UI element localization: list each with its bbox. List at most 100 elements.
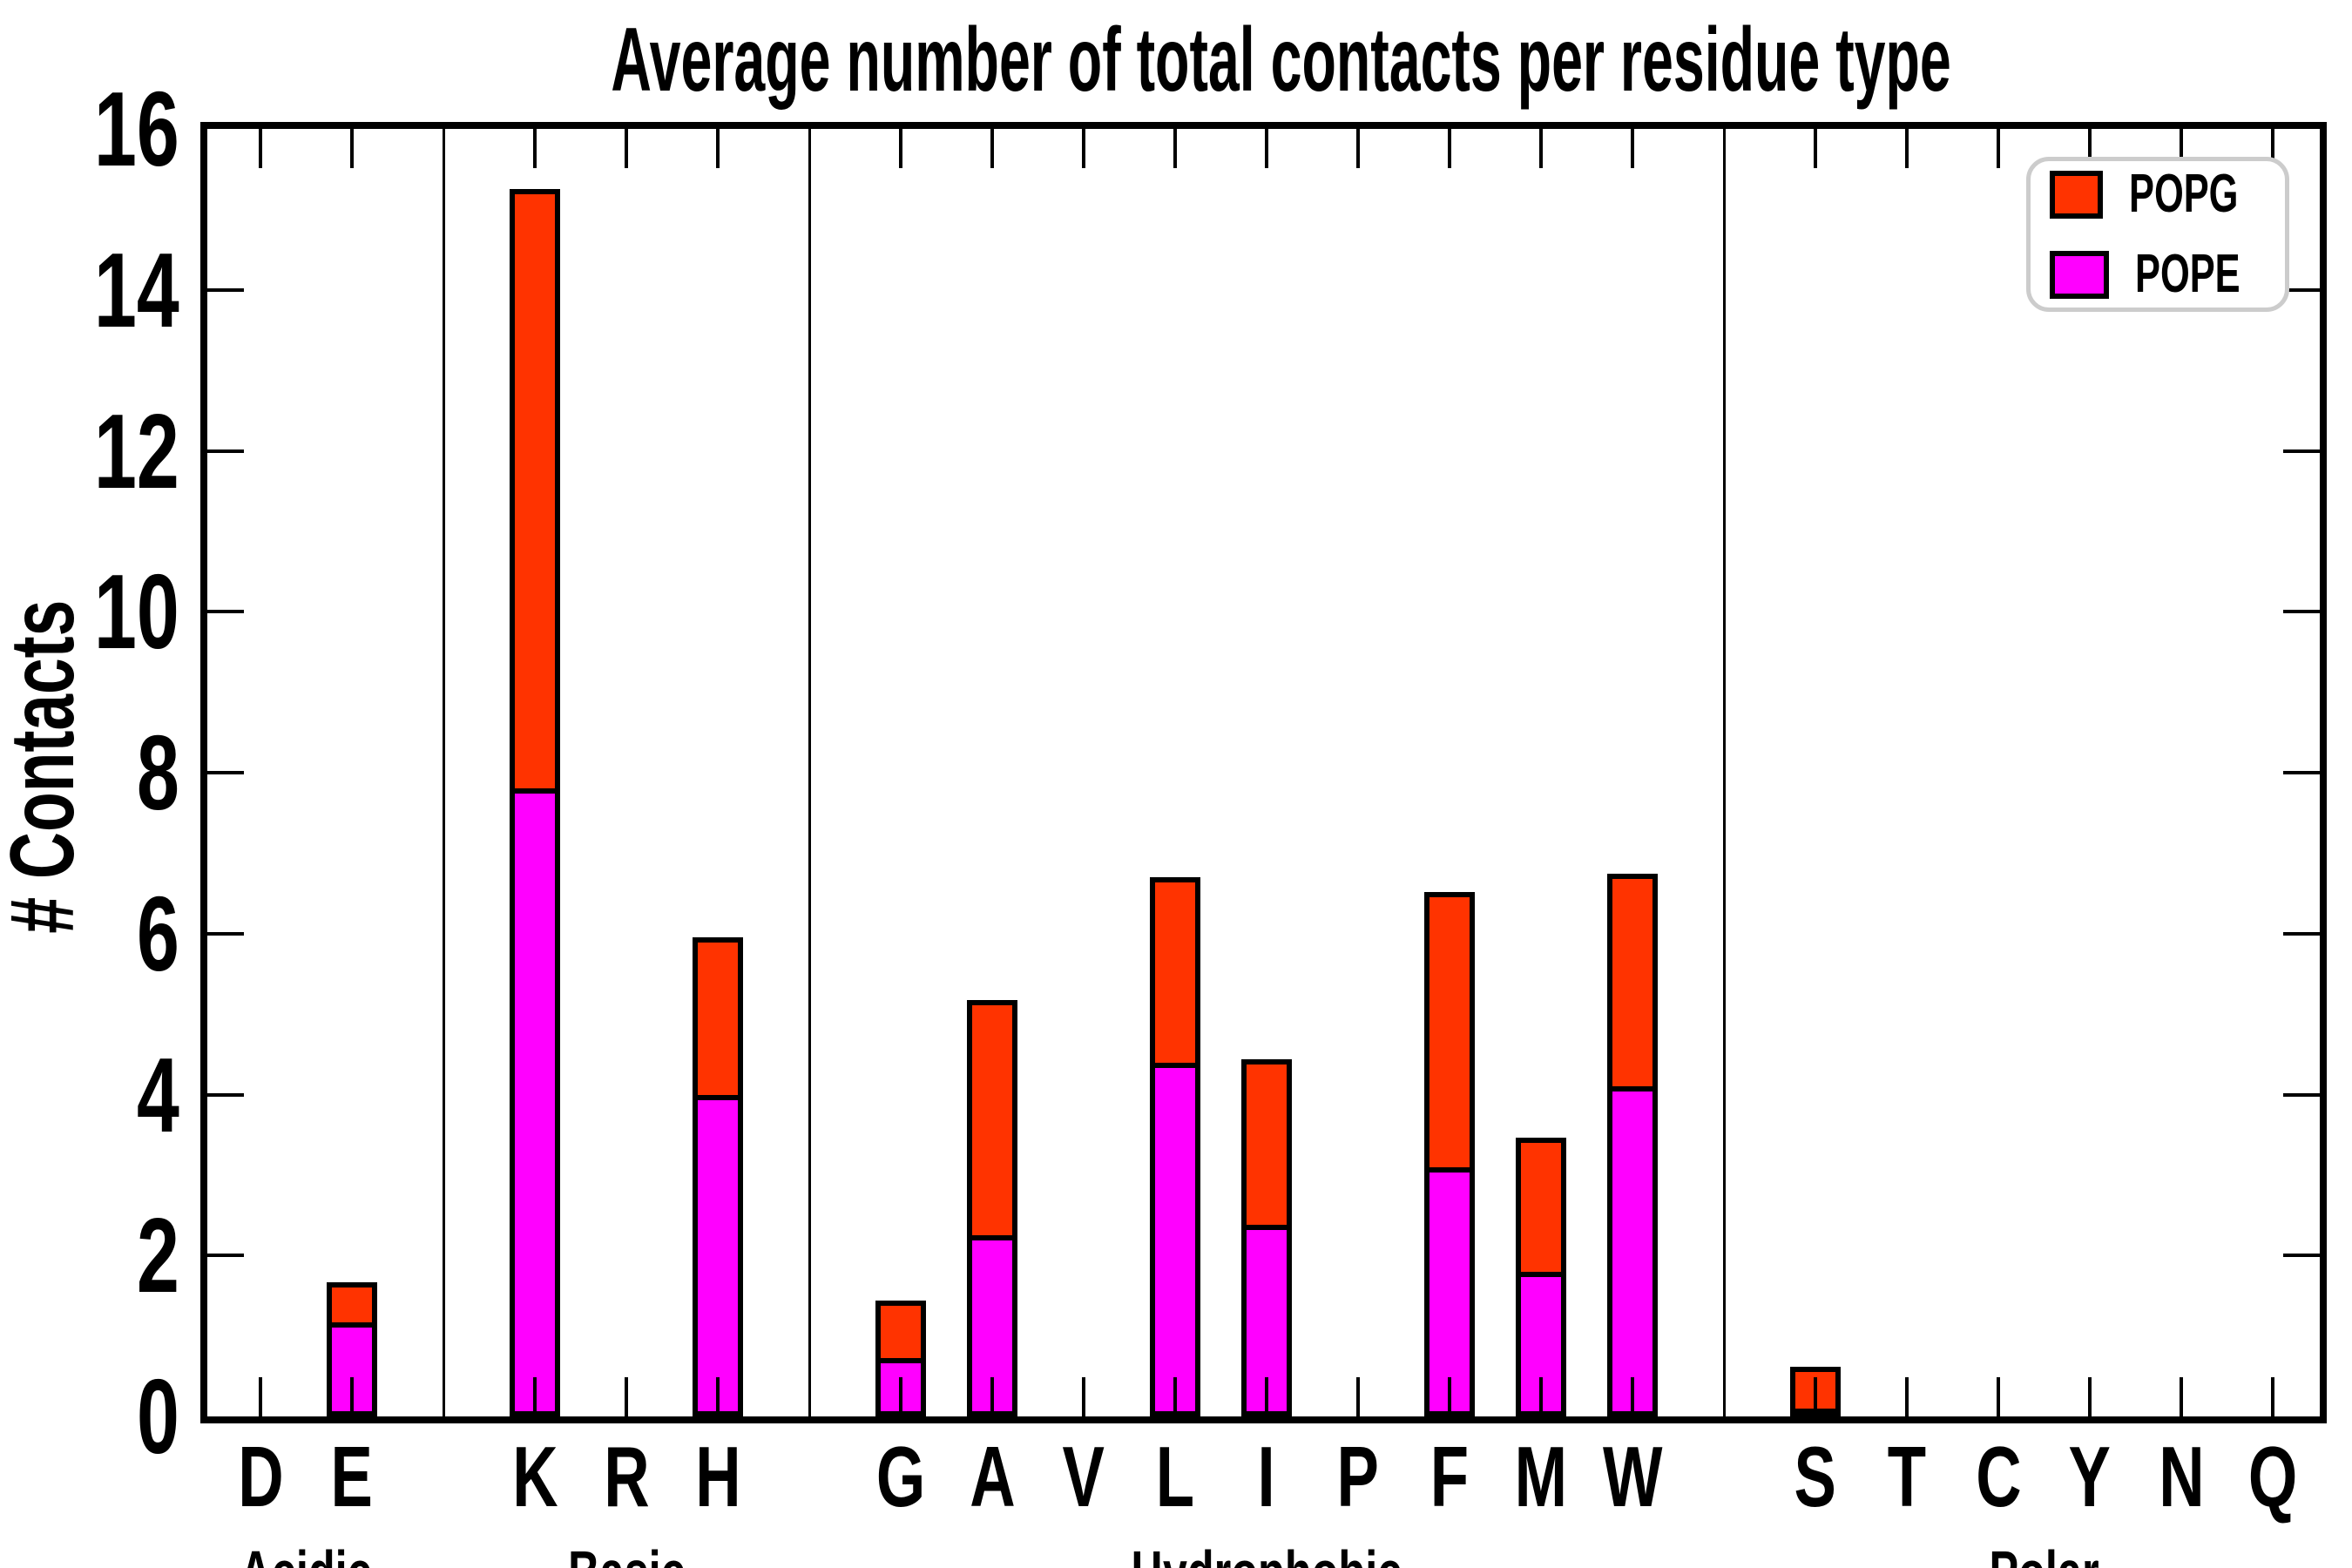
bar-segment-popg-K [510, 189, 560, 789]
y-tick-label-2: 2 [23, 1202, 179, 1308]
y-tick-label-10: 10 [23, 558, 179, 665]
x-tick-bottom-P [1356, 1377, 1360, 1416]
x-tick-label-S: S [1746, 1434, 1885, 1519]
x-tick-label-text: Q [2247, 1429, 2298, 1524]
y-tick-left-2 [207, 1254, 244, 1258]
x-tick-label-text: G [875, 1429, 926, 1524]
x-tick-label-text: D [237, 1429, 284, 1524]
legend-entry-popg: POPG [2050, 167, 2285, 221]
bar-segment-popg-F [1424, 891, 1475, 1167]
x-tick-top-M [1539, 129, 1543, 168]
x-tick-label-text: H [694, 1429, 741, 1524]
x-tick-label-A: A [923, 1434, 1062, 1519]
group-label-hydrophobic: Hydrophobic [1049, 1542, 1484, 1568]
x-tick-top-V [1082, 129, 1085, 168]
y-tick-label-text: 4 [137, 1035, 179, 1154]
x-tick-bottom-N [2180, 1377, 2183, 1416]
legend-entry-pope: POPE [2050, 247, 2285, 301]
y-tick-left-6 [207, 931, 244, 936]
x-tick-label-C: C [1929, 1434, 2068, 1519]
x-tick-label-D: D [191, 1434, 330, 1519]
y-tick-left-10 [207, 610, 244, 614]
y-tick-label-text: 10 [94, 552, 179, 672]
x-tick-label-text: P [1336, 1429, 1380, 1524]
x-tick-label-H: H [648, 1434, 787, 1519]
group-label-text: Acidic [240, 1542, 372, 1568]
y-tick-right-14 [2283, 287, 2320, 292]
y-tick-right-2 [2283, 1254, 2320, 1258]
bar-segment-popg-A [967, 1000, 1017, 1236]
legend-swatch-popg [2050, 170, 2103, 219]
x-tick-label-L: L [1105, 1434, 1245, 1519]
x-tick-label-N: N [2112, 1434, 2251, 1519]
x-tick-bottom-R [625, 1377, 628, 1416]
x-tick-top-N [2180, 129, 2183, 168]
bar-segment-popg-G [875, 1301, 926, 1358]
group-separator-line [1722, 129, 1726, 1416]
chart-title-text: Average number of total contacts per res… [611, 10, 1951, 111]
x-tick-bottom-E [350, 1377, 354, 1416]
x-tick-label-M: M [1471, 1434, 1611, 1519]
x-tick-top-S [1814, 129, 1817, 168]
x-tick-label-text: Y [2068, 1429, 2112, 1524]
x-tick-label-text: L [1155, 1429, 1195, 1524]
bar-segment-pope-H [693, 1094, 743, 1416]
group-label-polar: Polar [1827, 1542, 2262, 1568]
x-tick-label-E: E [282, 1434, 422, 1519]
group-separator-line [808, 129, 811, 1416]
x-tick-top-G [899, 129, 902, 168]
y-tick-left-8 [207, 771, 244, 774]
y-tick-label-text: 12 [94, 391, 179, 510]
x-tick-label-W: W [1563, 1434, 1702, 1519]
x-tick-label-F: F [1380, 1434, 1519, 1519]
x-tick-label-text: V [1062, 1429, 1105, 1524]
x-tick-label-V: V [1014, 1434, 1153, 1519]
x-tick-top-Y [2088, 129, 2092, 168]
x-tick-label-text: K [511, 1429, 558, 1524]
x-tick-bottom-K [533, 1377, 537, 1416]
x-tick-bottom-F [1448, 1377, 1451, 1416]
x-tick-label-text: W [1602, 1429, 1663, 1524]
y-tick-label-12: 12 [23, 398, 179, 504]
legend: POPG POPE [2026, 157, 2289, 312]
x-tick-bottom-A [990, 1377, 994, 1416]
x-tick-top-L [1173, 129, 1177, 168]
group-label-text: Basic [568, 1542, 685, 1568]
x-tick-bottom-V [1082, 1377, 1085, 1416]
group-separator-line [442, 129, 445, 1416]
y-tick-label-14: 14 [23, 237, 179, 343]
group-label-text: Hydrophobic [1132, 1542, 1402, 1568]
group-label-acidic: Acidic [89, 1542, 524, 1568]
bar-segment-pope-K [510, 788, 560, 1416]
y-tick-label-6: 6 [23, 881, 179, 987]
x-tick-bottom-S [1814, 1377, 1817, 1416]
legend-swatch-pope [2050, 250, 2109, 299]
x-tick-label-text: N [2158, 1429, 2205, 1524]
plot-area: POPG POPE 0 2 4 6 8 10 12 14 16 D E K R H G A V L I P F M W S T C Y… [94, 76, 2327, 1568]
x-tick-bottom-C [1997, 1377, 2000, 1416]
x-tick-label-text: S [1794, 1429, 1837, 1524]
y-tick-label-text: 0 [137, 1357, 179, 1476]
y-tick-right-6 [2283, 931, 2320, 936]
y-tick-right-10 [2283, 610, 2320, 614]
x-tick-label-text: M [1514, 1429, 1568, 1524]
x-tick-label-text: R [603, 1429, 650, 1524]
legend-label-popg: POPG [2129, 167, 2285, 221]
x-tick-label-Y: Y [2020, 1434, 2159, 1519]
x-tick-bottom-Y [2088, 1377, 2092, 1416]
x-tick-bottom-L [1173, 1377, 1177, 1416]
bar-segment-popg-I [1241, 1058, 1292, 1226]
x-tick-top-Q [2271, 129, 2274, 168]
y-tick-left-14 [207, 287, 244, 292]
x-tick-top-D [259, 129, 262, 168]
x-tick-top-C [1997, 129, 2000, 168]
y-tick-label-text: 16 [94, 70, 179, 188]
x-tick-label-P: P [1288, 1434, 1428, 1519]
legend-label-text: POPE [2134, 244, 2240, 304]
x-tick-top-F [1448, 129, 1451, 168]
y-tick-label-text: 14 [94, 230, 179, 349]
x-tick-top-H [716, 129, 720, 168]
x-tick-label-text: F [1429, 1429, 1470, 1524]
x-tick-bottom-D [259, 1377, 262, 1416]
